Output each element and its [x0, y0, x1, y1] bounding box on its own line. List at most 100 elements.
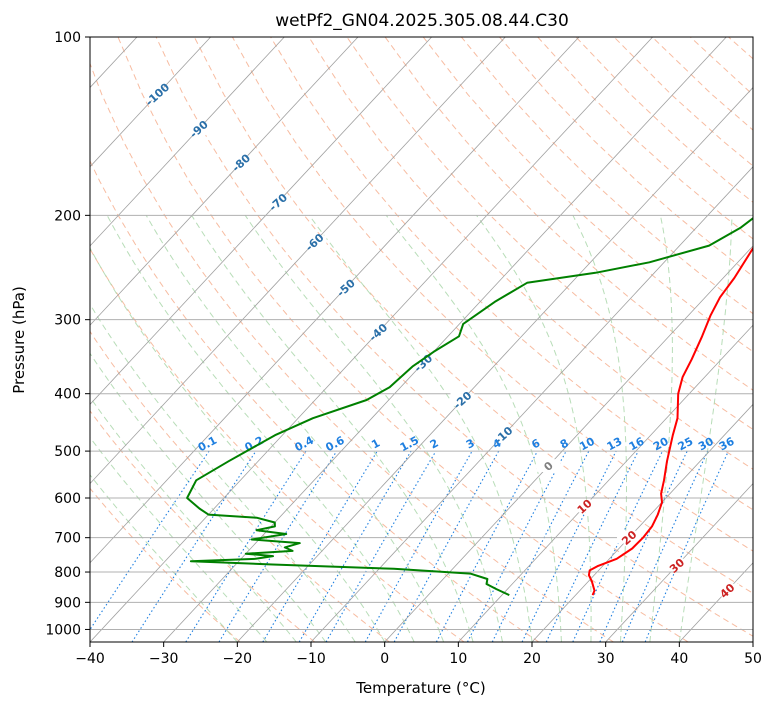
- y-tick-label: 800: [54, 565, 81, 581]
- dry-adiabat: [193, 37, 753, 594]
- mixing-ratio-line: [435, 450, 538, 642]
- dry-adiabat: [90, 62, 614, 642]
- isotherm-label-bg: [616, 530, 642, 544]
- mixing-ratio-label: 25: [676, 435, 696, 454]
- plot-frame: [89, 36, 754, 643]
- isotherm-line: [458, 324, 753, 642]
- mixing-ratio-label: 13: [605, 435, 625, 454]
- y-tick-label: 100: [54, 30, 81, 46]
- mixing-ratio-line: [218, 450, 338, 642]
- isotherm-label-bg: [302, 235, 327, 249]
- moist-adiabat: [308, 215, 533, 642]
- y-tick-label: 1000: [45, 622, 81, 638]
- dry-adiabat: [90, 248, 465, 642]
- moist-adiabat: [649, 215, 673, 642]
- mixing-ratio-line: [364, 450, 473, 642]
- isotherm-line: [237, 86, 753, 642]
- dry-adiabat: [90, 159, 540, 642]
- background-lines: [90, 37, 753, 642]
- isotherm-label-bg: [145, 87, 170, 101]
- dry-adiabat: [422, 37, 753, 353]
- y-tick-label: 300: [54, 313, 81, 329]
- x-tick-label: −30: [149, 651, 179, 667]
- moist-adiabat: [678, 215, 733, 642]
- profiles: [186, 216, 753, 597]
- x-tick-label: 40: [670, 651, 688, 667]
- mixing-ratio-label: 36: [717, 435, 737, 454]
- moist-adiabat: [90, 352, 327, 642]
- isotherm-label-bg: [536, 458, 561, 473]
- isotherm-line: [605, 482, 753, 642]
- moist-adiabat: [385, 214, 562, 642]
- isotherm-line: [310, 166, 753, 642]
- isotherm-line: [90, 37, 506, 485]
- x-axis: −40 −30 −20 −10 0 10 20 30 40 50: [75, 642, 762, 667]
- dry-adiabat: [231, 37, 753, 552]
- isotherm-label-bg: [572, 499, 597, 513]
- x-axis-title: Temperature (°C): [355, 679, 485, 697]
- dry-adiabat: [270, 37, 753, 511]
- moist-adiabat: [106, 215, 415, 642]
- moist-adiabat: [90, 474, 238, 642]
- y-tick-label: 600: [54, 491, 81, 507]
- moist-adiabat: [191, 215, 474, 642]
- isotherm-line: [384, 245, 753, 642]
- isotherm-line: [90, 37, 211, 168]
- x-tick-label: 30: [597, 651, 615, 667]
- y-tick-label: 400: [54, 387, 81, 403]
- isotherm-line: [90, 37, 359, 326]
- isotherm-label-bg: [450, 392, 475, 407]
- pressure-grid: [90, 37, 753, 630]
- x-tick-label: 0: [380, 651, 389, 667]
- x-tick-label: 50: [744, 651, 762, 667]
- isotherm-label-bg: [333, 280, 358, 294]
- isotherm-label-bg: [186, 121, 211, 136]
- isotherm-label-bg: [365, 325, 391, 339]
- mixing-ratio-line: [491, 450, 590, 642]
- x-tick-label: −40: [75, 651, 105, 667]
- mixing-ratio-label: 30: [696, 435, 716, 454]
- isotherm-label-bg: [265, 194, 291, 209]
- dry-adiabat: [90, 410, 316, 642]
- isotherm-line: [90, 37, 653, 642]
- mixing-ratio-line: [131, 450, 257, 642]
- y-axis-title: Pressure (hPa): [10, 286, 28, 394]
- mixing-ratio-line: [621, 450, 709, 642]
- mixing-ratio-line: [393, 450, 500, 642]
- isotherm-line: [90, 37, 432, 405]
- mixing-ratio-label: 10: [577, 435, 597, 454]
- mixing-ratio-line: [521, 450, 617, 642]
- y-tick-label: 900: [54, 595, 81, 611]
- y-tick-label: 500: [54, 444, 81, 460]
- isotherm-label-bg: [715, 583, 740, 597]
- moist-adiabat: [145, 215, 445, 642]
- moist-adiabat: [90, 303, 356, 642]
- temperature-line: [587, 246, 753, 596]
- dry-adiabat: [117, 37, 689, 642]
- y-tick-label: 200: [54, 208, 81, 224]
- x-tick-label: 10: [449, 651, 467, 667]
- moist-adiabat: [244, 215, 503, 642]
- moist-adiabat: [572, 215, 627, 642]
- isotherm-label-bg: [664, 558, 689, 572]
- isotherm-label-bg: [411, 355, 436, 370]
- dry-adiabat: [308, 37, 753, 470]
- isotherm-line: [163, 37, 727, 642]
- isotherm-line: [90, 37, 285, 247]
- dry-adiabat: [90, 330, 390, 642]
- isotherm-label-bg: [228, 155, 254, 169]
- y-tick-label: 700: [54, 531, 81, 547]
- dry-adiabat: [90, 487, 241, 642]
- x-tick-label: −10: [296, 651, 326, 667]
- y-axis: 100 200 300 400 500 600 700 800 900 1000: [45, 30, 90, 638]
- moist-adiabat: [90, 247, 386, 642]
- isotherm-line: [90, 37, 580, 564]
- chart-title: wetPf2_GN04.2025.305.08.44.C30: [275, 11, 569, 31]
- x-tick-label: 20: [523, 651, 541, 667]
- mixing-ratio-label: 20: [651, 435, 671, 454]
- x-tick-label: −20: [223, 651, 253, 667]
- mixing-ratio-label: 16: [627, 435, 647, 454]
- isotherm-label-bg: [491, 427, 516, 442]
